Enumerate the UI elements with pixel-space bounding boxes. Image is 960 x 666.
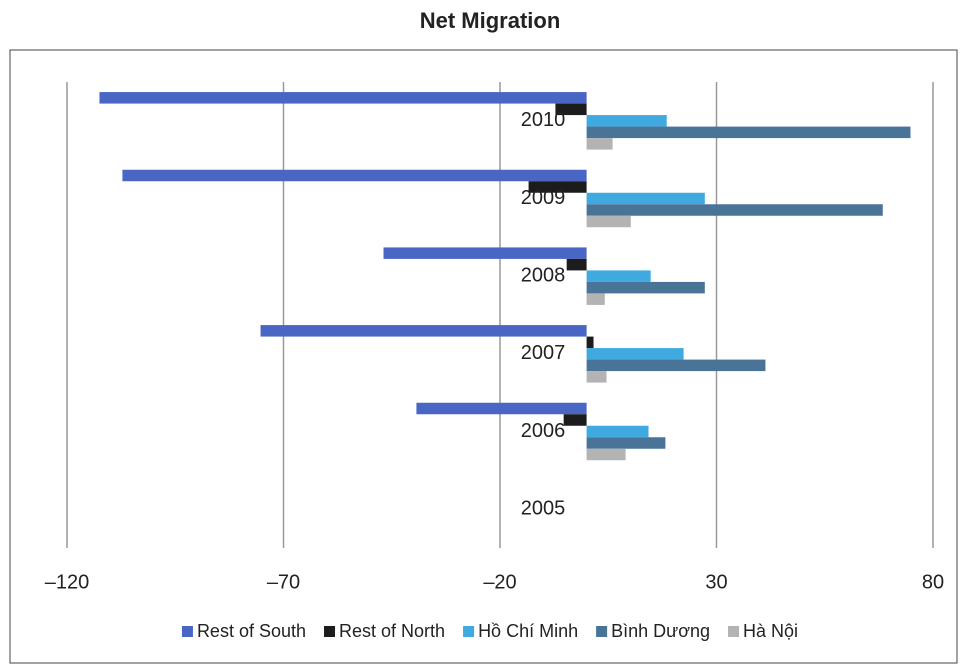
bar bbox=[586, 192, 705, 205]
legend-label: Rest of South bbox=[197, 621, 306, 641]
bar bbox=[122, 169, 587, 182]
bar bbox=[586, 138, 613, 150]
legend-label: Hồ Chí Minh bbox=[478, 621, 578, 641]
bar bbox=[586, 425, 649, 438]
x-tick-label: 30 bbox=[705, 571, 727, 593]
legend-swatch bbox=[728, 626, 740, 637]
legend-swatch bbox=[596, 626, 608, 637]
bar bbox=[586, 281, 705, 294]
bar bbox=[555, 103, 587, 116]
bar bbox=[586, 359, 766, 372]
y-tick-label: 2008 bbox=[521, 264, 566, 286]
bar bbox=[563, 414, 587, 426]
y-tick-label: 2005 bbox=[521, 497, 566, 519]
y-tick-label: 2010 bbox=[521, 109, 566, 131]
bar bbox=[586, 293, 605, 305]
bar bbox=[586, 348, 684, 360]
bar bbox=[586, 204, 883, 216]
bar bbox=[586, 270, 651, 282]
y-tick-label: 2007 bbox=[521, 342, 566, 364]
bar bbox=[416, 402, 587, 415]
chart-frame bbox=[9, 49, 958, 664]
bar bbox=[586, 115, 667, 127]
x-tick-label: –120 bbox=[45, 571, 90, 593]
x-tick-label: –70 bbox=[267, 571, 300, 593]
legend-label: Hà Nội bbox=[743, 621, 798, 641]
bar bbox=[586, 448, 626, 461]
legend-swatch bbox=[324, 626, 336, 637]
y-tick-label: 2009 bbox=[521, 187, 566, 209]
bar bbox=[99, 92, 587, 104]
legend-label: Bình Dương bbox=[611, 621, 710, 641]
bar bbox=[586, 215, 631, 228]
bar bbox=[586, 336, 594, 349]
bar bbox=[586, 437, 666, 449]
legend-swatch bbox=[463, 626, 475, 637]
bar bbox=[586, 126, 911, 139]
legend-label: Rest of North bbox=[339, 621, 445, 641]
x-tick-label: 80 bbox=[922, 571, 944, 593]
x-tick-label: –20 bbox=[483, 571, 516, 593]
bar bbox=[566, 258, 587, 271]
legend-swatch bbox=[181, 626, 193, 637]
bar bbox=[260, 325, 587, 337]
bar bbox=[586, 371, 607, 383]
bar bbox=[528, 181, 587, 193]
bar bbox=[383, 247, 587, 259]
y-tick-label: 2006 bbox=[521, 420, 566, 442]
chart-title: Net Migration bbox=[420, 8, 561, 33]
